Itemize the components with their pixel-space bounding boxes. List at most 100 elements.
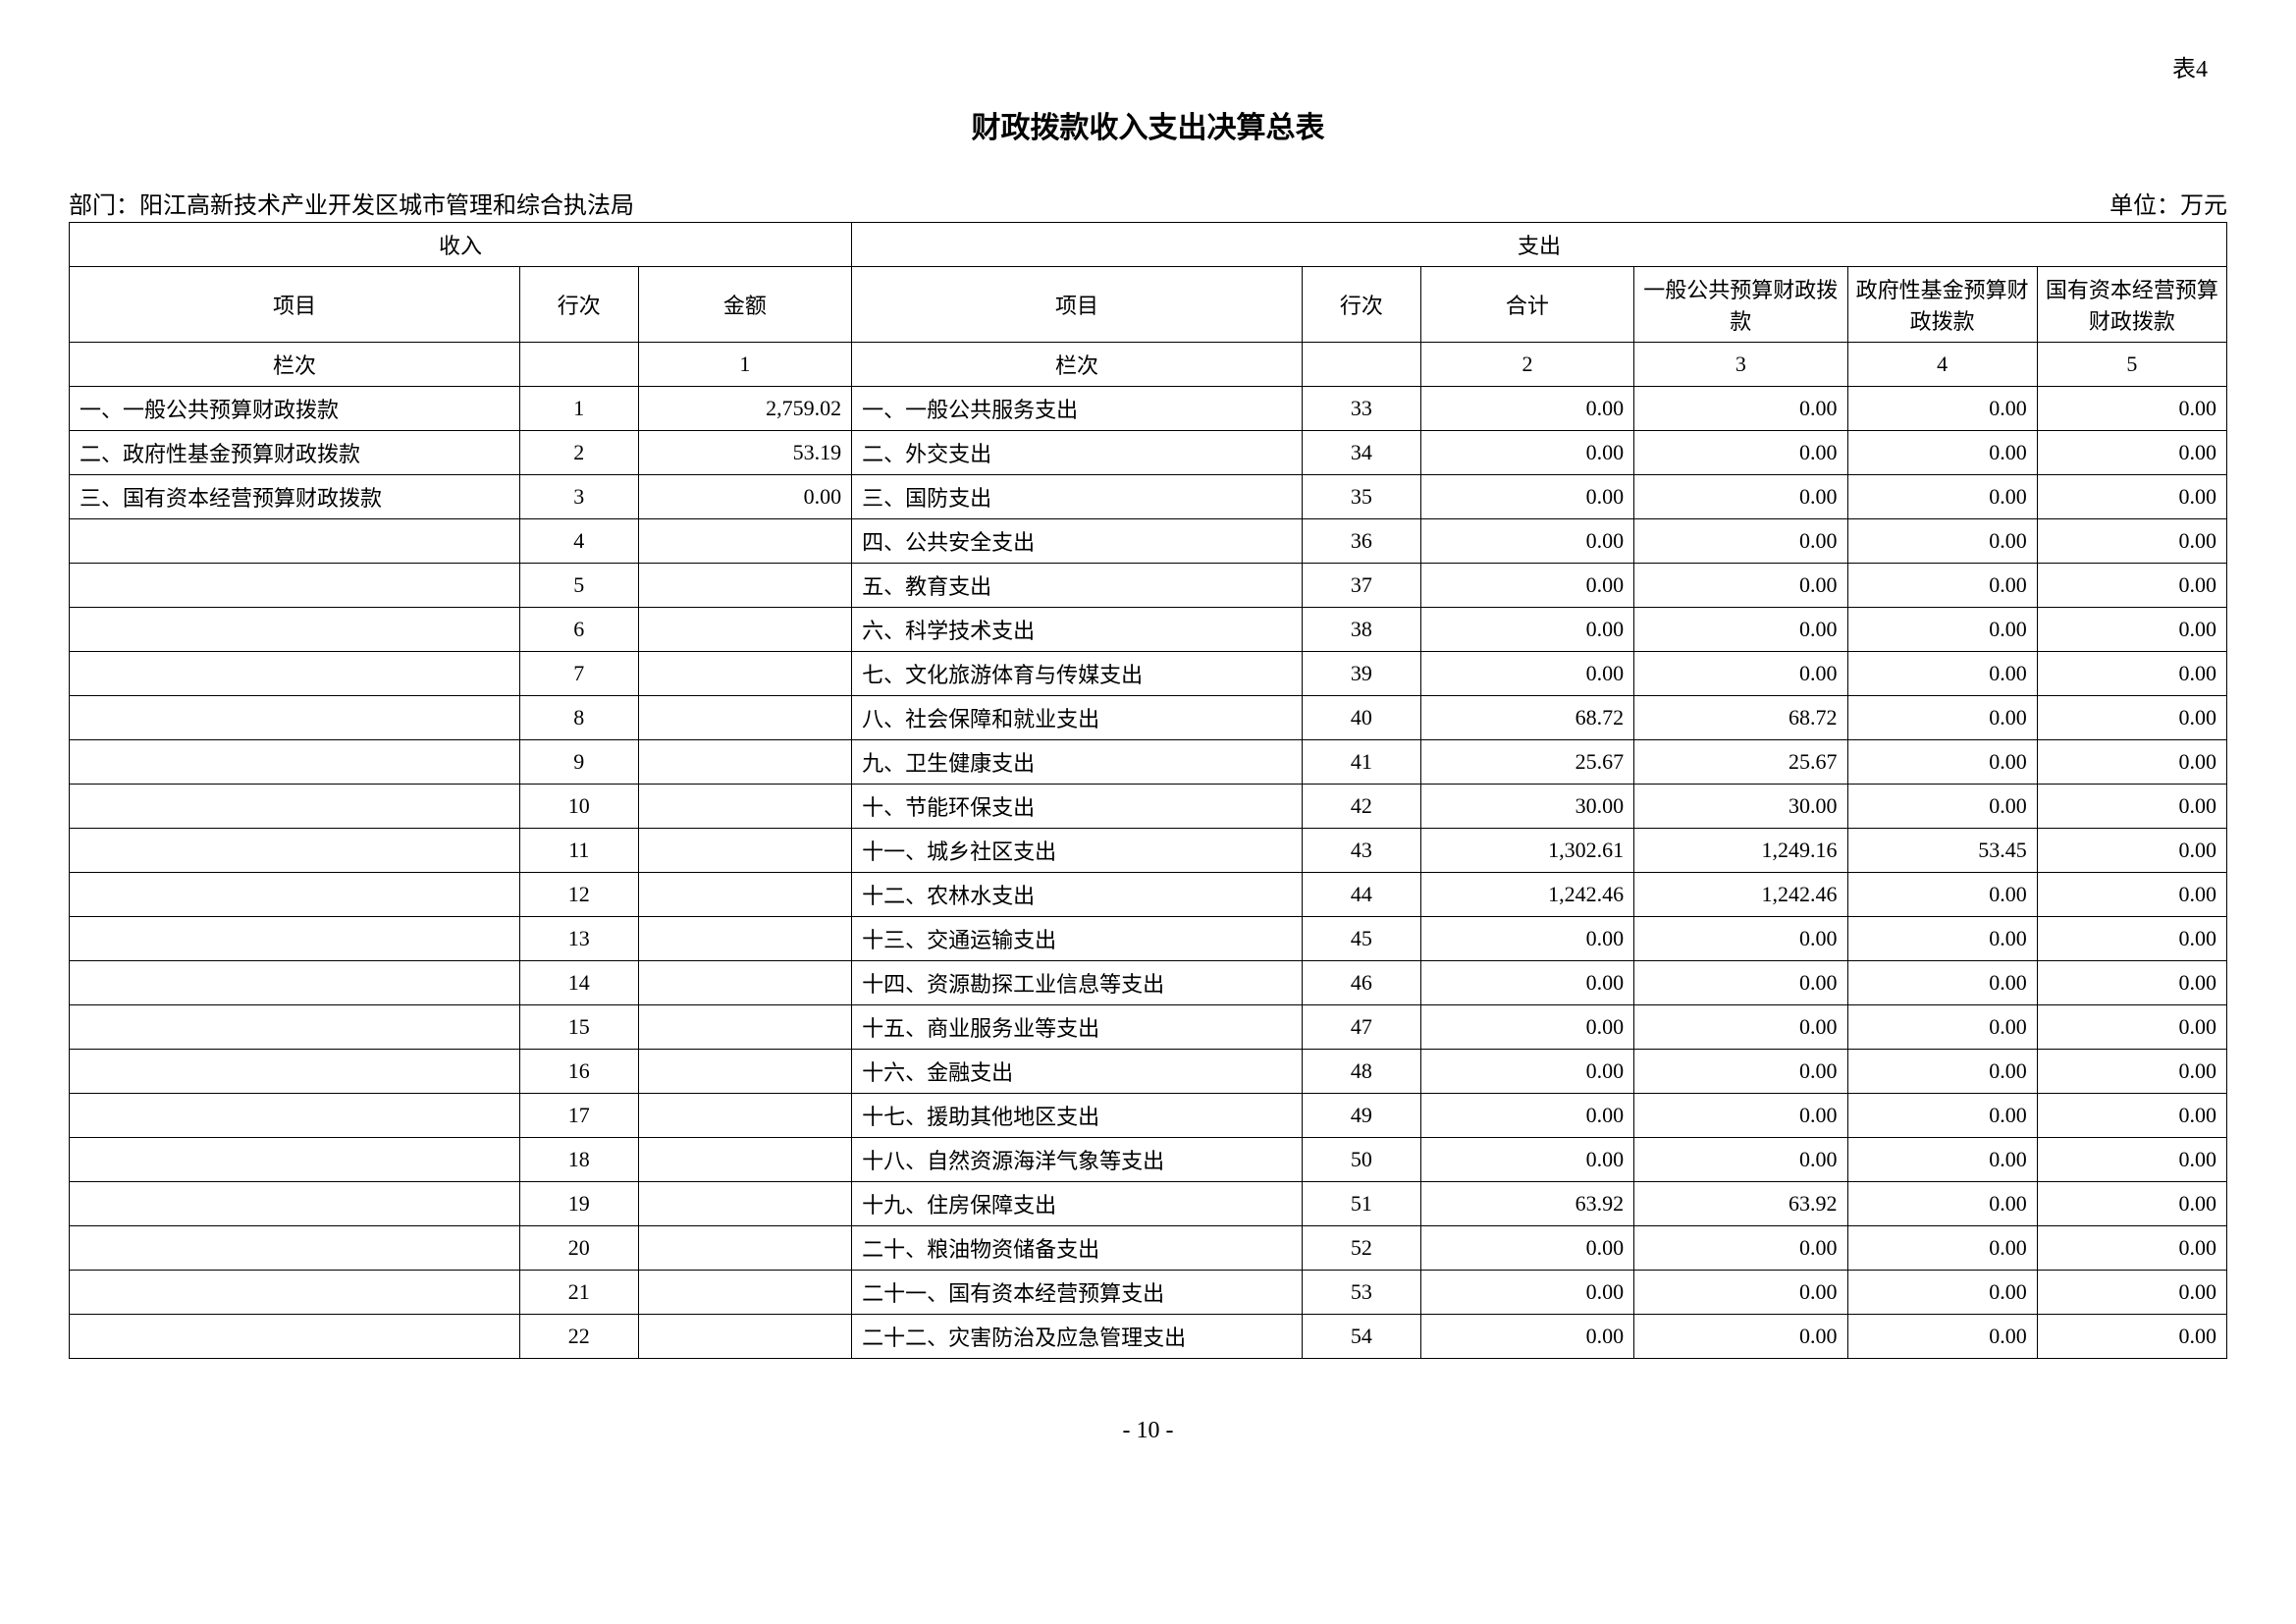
expense-rownum-cell: 38: [1302, 608, 1420, 652]
c1-cell: 0.00: [1634, 1138, 1847, 1182]
expense-item-cell: 二十一、国有资本经营预算支出: [852, 1271, 1303, 1315]
c2-cell: 0.00: [1847, 387, 2037, 431]
c1-cell: 0.00: [1634, 475, 1847, 519]
income-rownum-cell: 17: [519, 1094, 638, 1138]
page-number: - 10 -: [69, 1418, 2227, 1444]
income-item-cell: [70, 917, 520, 961]
income-rownum-cell: 6: [519, 608, 638, 652]
expense-rownum-cell: 43: [1302, 829, 1420, 873]
income-amount-cell: [638, 961, 851, 1005]
income-amount-cell: [638, 917, 851, 961]
expense-rownum-cell: 40: [1302, 696, 1420, 740]
expense-rownum-cell: 50: [1302, 1138, 1420, 1182]
total-cell: 0.00: [1420, 961, 1633, 1005]
table-row: 13十三、交通运输支出450.000.000.000.00: [70, 917, 2227, 961]
income-item-cell: [70, 1271, 520, 1315]
income-rownum-cell: 11: [519, 829, 638, 873]
income-amount-cell: [638, 652, 851, 696]
table-row: 22二十二、灾害防治及应急管理支出540.000.000.000.00: [70, 1315, 2227, 1359]
c3-cell: 0.00: [2037, 961, 2226, 1005]
table-label: 表4: [69, 49, 2227, 83]
table-body: 一、一般公共预算财政拨款12,759.02一、一般公共服务支出330.000.0…: [70, 387, 2227, 1359]
c3-cell: 0.00: [2037, 608, 2226, 652]
lanci-expense: 栏次: [852, 343, 1303, 387]
lanci-n2: 2: [1420, 343, 1633, 387]
lanci-n3: 3: [1634, 343, 1847, 387]
table-row: 7七、文化旅游体育与传媒支出390.000.000.000.00: [70, 652, 2227, 696]
income-item-cell: [70, 1226, 520, 1271]
total-cell: 0.00: [1420, 1005, 1633, 1050]
c1-cell: 0.00: [1634, 1271, 1847, 1315]
c3-cell: 0.00: [2037, 1226, 2226, 1271]
expense-item-cell: 二、外交支出: [852, 431, 1303, 475]
income-rownum-cell: 9: [519, 740, 638, 785]
lanci-n5: 5: [2037, 343, 2226, 387]
table-row: 17十七、援助其他地区支出490.000.000.000.00: [70, 1094, 2227, 1138]
income-item-cell: [70, 961, 520, 1005]
c3-cell: 0.00: [2037, 519, 2226, 564]
c1-cell: 0.00: [1634, 608, 1847, 652]
expense-rownum-cell: 33: [1302, 387, 1420, 431]
c1-cell: 1,249.16: [1634, 829, 1847, 873]
c2-cell: 0.00: [1847, 1182, 2037, 1226]
income-rownum-cell: 20: [519, 1226, 638, 1271]
expense-item-cell: 十五、商业服务业等支出: [852, 1005, 1303, 1050]
c2-cell: 0.00: [1847, 1271, 2037, 1315]
c2-cell: 0.00: [1847, 564, 2037, 608]
col1-header: 一般公共预算财政拨款: [1634, 267, 1847, 343]
c1-cell: 0.00: [1634, 1094, 1847, 1138]
income-amount-cell: [638, 785, 851, 829]
header-row-3: 栏次 1 栏次 2 3 4 5: [70, 343, 2227, 387]
c3-cell: 0.00: [2037, 1005, 2226, 1050]
c2-cell: 0.00: [1847, 696, 2037, 740]
expense-item-cell: 十八、自然资源海洋气象等支出: [852, 1138, 1303, 1182]
header-row-1: 收入 支出: [70, 223, 2227, 267]
income-amount-cell: [638, 564, 851, 608]
lanci-n4: 4: [1847, 343, 2037, 387]
c2-cell: 0.00: [1847, 608, 2037, 652]
income-amount-cell: [638, 1271, 851, 1315]
table-row: 二、政府性基金预算财政拨款253.19二、外交支出340.000.000.000…: [70, 431, 2227, 475]
income-amount-cell: [638, 873, 851, 917]
c2-cell: 0.00: [1847, 652, 2037, 696]
income-item-cell: [70, 608, 520, 652]
c1-cell: 0.00: [1634, 1315, 1847, 1359]
c2-cell: 0.00: [1847, 1138, 2037, 1182]
income-rownum-cell: 2: [519, 431, 638, 475]
income-rownum-cell: 12: [519, 873, 638, 917]
c3-cell: 0.00: [2037, 696, 2226, 740]
expense-rownum-cell: 52: [1302, 1226, 1420, 1271]
c1-cell: 0.00: [1634, 1050, 1847, 1094]
expense-item-cell: 十七、援助其他地区支出: [852, 1094, 1303, 1138]
total-cell: 30.00: [1420, 785, 1633, 829]
c1-cell: 68.72: [1634, 696, 1847, 740]
expense-item-cell: 二十、粮油物资储备支出: [852, 1226, 1303, 1271]
total-cell: 0.00: [1420, 519, 1633, 564]
expense-item-cell: 五、教育支出: [852, 564, 1303, 608]
income-item-cell: [70, 1005, 520, 1050]
total-cell: 63.92: [1420, 1182, 1633, 1226]
c1-cell: 63.92: [1634, 1182, 1847, 1226]
income-amount-cell: [638, 740, 851, 785]
expense-rownum-cell: 34: [1302, 431, 1420, 475]
c3-cell: 0.00: [2037, 1050, 2226, 1094]
income-item-cell: [70, 1138, 520, 1182]
table-row: 8八、社会保障和就业支出4068.7268.720.000.00: [70, 696, 2227, 740]
expense-item-header: 项目: [852, 267, 1303, 343]
income-rownum-cell: 18: [519, 1138, 638, 1182]
expense-rownum-cell: 36: [1302, 519, 1420, 564]
c2-cell: 0.00: [1847, 475, 2037, 519]
expense-item-cell: 八、社会保障和就业支出: [852, 696, 1303, 740]
income-rownum-cell: 21: [519, 1271, 638, 1315]
income-item-cell: [70, 652, 520, 696]
expense-rownum-cell: 45: [1302, 917, 1420, 961]
income-group-header: 收入: [70, 223, 852, 267]
c2-cell: 0.00: [1847, 1005, 2037, 1050]
total-cell: 25.67: [1420, 740, 1633, 785]
table-row: 12十二、农林水支出441,242.461,242.460.000.00: [70, 873, 2227, 917]
income-amount-header: 金额: [638, 267, 851, 343]
total-cell: 0.00: [1420, 1271, 1633, 1315]
total-cell: 1,302.61: [1420, 829, 1633, 873]
expense-item-cell: 四、公共安全支出: [852, 519, 1303, 564]
expense-item-cell: 一、一般公共服务支出: [852, 387, 1303, 431]
